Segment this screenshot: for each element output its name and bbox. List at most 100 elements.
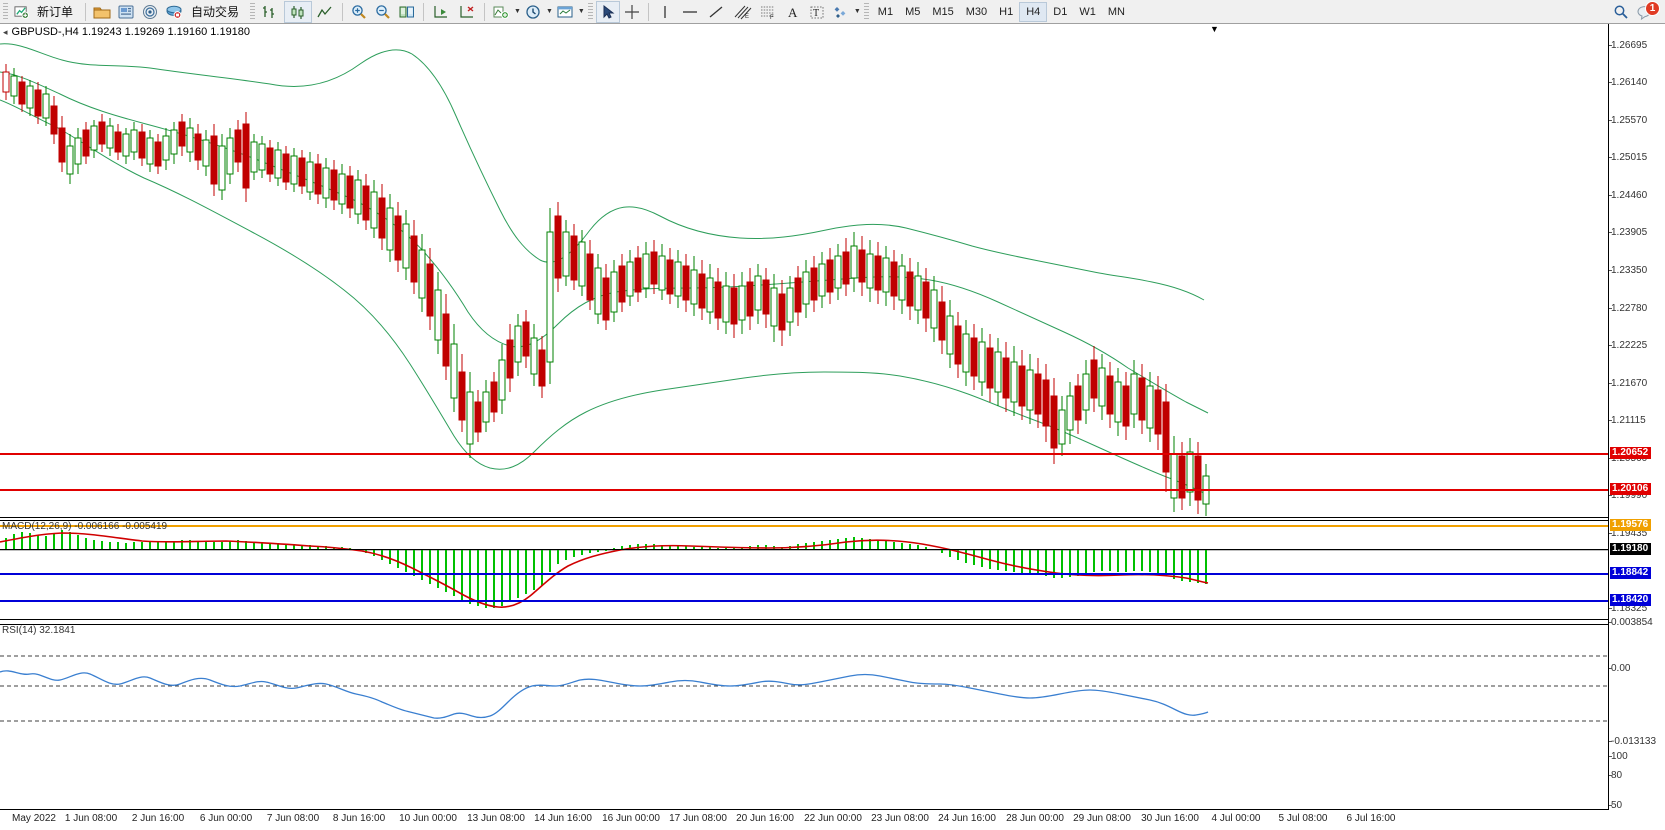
x-axis-label: 10 Jun 00:00 — [399, 813, 457, 824]
timeframe-h4[interactable]: H4 — [1019, 1, 1048, 22]
templates-dropdown-caret[interactable]: ▼ — [577, 8, 585, 15]
templates-button[interactable] — [553, 1, 577, 23]
macd-pane[interactable]: MACD(12,26,9) -0.006166 -0.005419 — [0, 520, 1608, 620]
signal-button[interactable] — [138, 1, 162, 23]
alerts-button[interactable]: 1 — [1633, 0, 1660, 23]
timeframe-w1[interactable]: W1 — [1079, 5, 1096, 18]
toolbar-grip-2[interactable] — [250, 2, 256, 21]
autotrade-button[interactable]: 自动交易 — [162, 1, 247, 23]
price-label-resistance-1[interactable]: 1.20652 — [1610, 447, 1652, 459]
x-axis-label: 23 Jun 08:00 — [871, 813, 929, 824]
toolbar-separator-3 — [423, 2, 425, 21]
price-label-resistance-2[interactable]: 1.20106 — [1610, 483, 1652, 495]
period-button[interactable] — [521, 1, 545, 23]
resistance-line-1[interactable] — [0, 453, 1608, 455]
shapes-button[interactable] — [829, 1, 853, 23]
scale-tick: 1.24460 — [1608, 190, 1648, 201]
svg-text:T: T — [813, 8, 819, 19]
crosshair-button[interactable] — [620, 1, 644, 23]
resistance-line-2[interactable] — [0, 489, 1608, 491]
timeframe-d1[interactable]: D1 — [1053, 5, 1068, 18]
scale-tick: 1.23905 — [1608, 227, 1648, 238]
rsi-pane[interactable]: RSI(14) 32.1841 — [0, 624, 1608, 810]
chart-title-text: GBPUSD-,H4 1.19243 1.19269 1.19160 1.191… — [11, 26, 251, 38]
rsi-pane-top-border — [0, 624, 1608, 625]
shapes-dropdown-caret[interactable]: ▼ — [853, 8, 861, 15]
equidistant-icon: E — [734, 5, 752, 20]
vline-icon — [664, 5, 666, 18]
current-price-line[interactable] — [0, 549, 1608, 550]
price-scale[interactable]: 1.26695 1.26140 1.25570 1.25015 1.24460 … — [1608, 24, 1665, 811]
x-axis-label: 22 Jun 00:00 — [804, 813, 862, 824]
line-chart-button[interactable] — [312, 1, 338, 23]
rsi-canvas[interactable] — [0, 624, 1608, 810]
rsi-scale-tick: 50 — [1608, 800, 1623, 811]
toolbar-grip-4[interactable] — [863, 2, 869, 21]
timeframe-m15[interactable]: M15 — [932, 5, 954, 18]
notification-badge: 1 — [1645, 0, 1660, 16]
toolbar-separator — [85, 2, 87, 21]
chart-title-bullet: ◂ — [3, 26, 8, 37]
toolbar-grip[interactable] — [3, 2, 8, 21]
equidistant-channel-button[interactable]: E — [729, 1, 755, 23]
support-line-1[interactable] — [0, 573, 1608, 575]
timeframe-m5[interactable]: M5 — [905, 5, 921, 18]
pivot-line[interactable] — [0, 525, 1608, 527]
price-label-current[interactable]: 1.19180 — [1610, 543, 1652, 555]
text-button[interactable]: A — [781, 1, 805, 23]
folder-icon — [93, 7, 111, 18]
macd-pane-bottom-border — [0, 619, 1608, 620]
search-button[interactable] — [1609, 1, 1633, 23]
macd-scale-tick: -0.013133 — [1608, 736, 1657, 747]
cursor-button[interactable] — [595, 0, 620, 23]
folder-button[interactable] — [90, 1, 114, 23]
support-line-2[interactable] — [0, 600, 1608, 602]
zoom-in-button[interactable] — [347, 1, 371, 23]
svg-text:A: A — [788, 5, 798, 20]
macd-scale-tick: 0.00 — [1608, 663, 1631, 674]
zoom-out-button[interactable] — [371, 1, 395, 23]
news-button[interactable] — [114, 1, 138, 23]
scale-tick: 1.22225 — [1608, 340, 1648, 351]
time-axis[interactable]: May 2022 1 Jun 08:00 2 Jun 16:00 6 Jun 0… — [0, 810, 1608, 830]
timeframe-m1[interactable]: M1 — [877, 5, 894, 18]
chart-title-bar: ◂ GBPUSD-,H4 1.19243 1.19269 1.19160 1.1… — [0, 25, 250, 39]
price-label-support-2[interactable]: 1.18420 — [1610, 594, 1652, 606]
price-chart-pane[interactable] — [0, 24, 1608, 602]
tile-windows-button[interactable] — [395, 1, 419, 23]
candlestick-icon — [291, 5, 304, 19]
horizontal-line-button[interactable] — [677, 1, 703, 23]
price-label-support-1[interactable]: 1.18842 — [1610, 567, 1652, 579]
period-dropdown-caret[interactable]: ▼ — [545, 8, 553, 15]
price-label-pivot[interactable]: 1.19576 — [1610, 519, 1652, 531]
toolbar-grip-3[interactable] — [587, 2, 593, 21]
x-axis-label: 6 Jun 00:00 — [199, 813, 253, 824]
news-icon — [118, 5, 134, 18]
timeframe-h1[interactable]: H1 — [999, 5, 1014, 18]
vertical-line-button[interactable] — [653, 1, 677, 23]
line-chart-icon — [317, 6, 332, 17]
scale-tick: 1.26695 — [1608, 40, 1648, 51]
x-axis-label: 28 Jun 00:00 — [1006, 813, 1064, 824]
x-axis-label: 30 Jun 16:00 — [1141, 813, 1199, 824]
timeframe-mn[interactable]: MN — [1107, 5, 1125, 18]
new-order-button[interactable]: 新订单 — [11, 1, 81, 23]
macd-canvas[interactable] — [0, 520, 1608, 620]
indicators-button[interactable] — [489, 1, 513, 23]
scale-tick: 1.21115 — [1609, 415, 1646, 426]
price-chart-canvas[interactable] — [0, 24, 1608, 518]
trendline-button[interactable] — [703, 1, 729, 23]
indicators-dropdown-caret[interactable]: ▼ — [514, 8, 521, 15]
scale-tick: 1.19990 — [1608, 490, 1648, 501]
bar-chart-button[interactable] — [258, 1, 284, 23]
timeframe-m30[interactable]: M30 — [965, 5, 988, 18]
autoscroll-button[interactable] — [454, 1, 480, 23]
fibonacci-button[interactable]: F — [755, 1, 781, 23]
candlestick-chart-button[interactable] — [284, 0, 313, 23]
new-order-label: 新订单 — [37, 5, 74, 19]
text-label-button[interactable]: T — [805, 1, 829, 23]
chart-shift-button[interactable] — [428, 1, 454, 23]
shapes-icon — [834, 6, 846, 18]
scale-tick: 1.18325 — [1608, 603, 1648, 614]
